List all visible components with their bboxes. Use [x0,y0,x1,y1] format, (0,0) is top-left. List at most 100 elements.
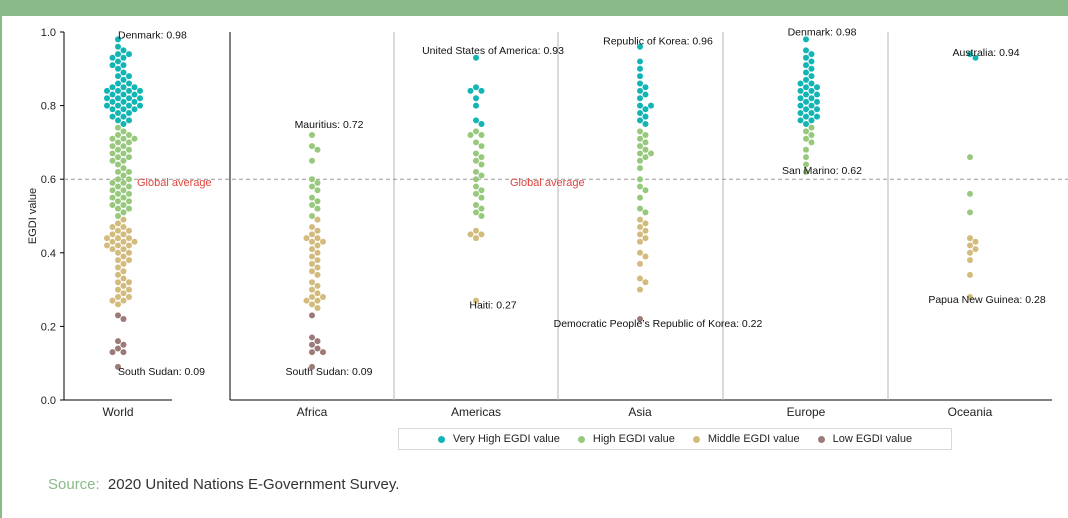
data-point [120,54,127,61]
data-point [967,271,973,278]
data-point [309,268,315,275]
data-point [126,73,132,80]
data-point [803,146,809,153]
data-point [109,62,116,69]
data-point [467,87,474,94]
data-point [120,246,127,253]
data-point [120,209,127,216]
data-point [473,209,479,216]
data-point [104,235,110,242]
source-note: Source: 2020 United Nations E-Government… [48,476,399,493]
data-point [137,95,143,102]
legend-item-low: Low EGDI value [817,433,912,445]
data-point [104,95,110,102]
category-label: Europe [787,405,826,419]
data-point [642,154,649,161]
data-point [314,242,321,249]
data-point [797,109,804,116]
data-point [314,198,321,205]
data-point [120,253,127,260]
data-point [120,194,127,201]
data-point [967,190,973,197]
data-point [972,246,979,253]
data-point [637,128,643,135]
y-axis-label: EGDI value [27,188,39,244]
data-point [309,349,315,356]
data-point [115,102,121,109]
source-text: 2020 United Nations E-Government Survey. [107,476,400,493]
egdi-beeswarm-chart: 0.0 0.2 0.4 0.6 0.8 1.0 EGDI value Global avera… [27,26,1068,419]
data-point [637,176,643,183]
data-point [115,301,121,308]
data-point [637,43,643,50]
data-point [109,297,116,304]
data-point [126,235,132,242]
data-point [309,312,315,319]
data-point [642,113,649,120]
data-point [109,135,116,142]
data-point [115,257,121,264]
data-point [120,69,127,76]
data-point [137,102,143,109]
data-point [120,349,127,356]
data-point [309,334,315,341]
data-point [642,106,649,113]
data-point [803,106,809,113]
data-point [115,43,121,50]
data-point [309,238,315,245]
data-point [115,51,121,58]
data-point [478,154,485,161]
data-point [642,187,649,194]
data-point [115,146,121,153]
data-point [126,146,132,153]
data-point [309,253,315,260]
data-point [109,98,116,105]
data-point [120,157,127,164]
data-point [314,235,321,242]
data-point [104,87,110,94]
data-point [473,190,479,197]
data-point [309,157,315,164]
data-point [115,58,121,65]
data-point [120,121,127,127]
data-point [803,168,809,175]
data-point [314,290,321,297]
chart-legend: Very High EGDI value High EGDI value Mid… [398,428,952,450]
data-point [126,293,132,300]
data-point [473,95,479,102]
data-point [803,62,809,69]
legend-item-very-high: Very High EGDI value [437,433,560,445]
data-point [309,176,315,183]
data-point [120,91,127,98]
data-point [120,47,127,54]
data-point [109,238,116,245]
data-point [115,279,121,286]
data-point [320,238,326,245]
y-tick-label: 0.2 [41,321,56,333]
data-point [808,95,815,102]
data-point [967,242,973,249]
data-point [808,117,815,124]
data-point [967,209,973,216]
data-point [803,69,809,76]
data-point [803,47,809,54]
y-tick-label: 0.8 [41,101,56,113]
data-point [642,84,649,91]
point-annotation: Mauritius: 0.72 [295,119,364,131]
data-point [309,132,315,139]
data-point [120,135,127,142]
category-label: Americas [451,405,501,419]
data-point [648,102,654,109]
data-point [314,249,321,256]
data-point [637,95,643,102]
data-point [814,106,820,113]
data-point [648,150,654,157]
data-point [126,242,132,249]
data-point [131,91,138,98]
data-point [120,297,127,304]
data-point [109,91,116,98]
data-point [115,139,121,146]
data-point [303,297,310,304]
data-point [814,98,820,105]
top-frame-bar [0,0,1068,16]
